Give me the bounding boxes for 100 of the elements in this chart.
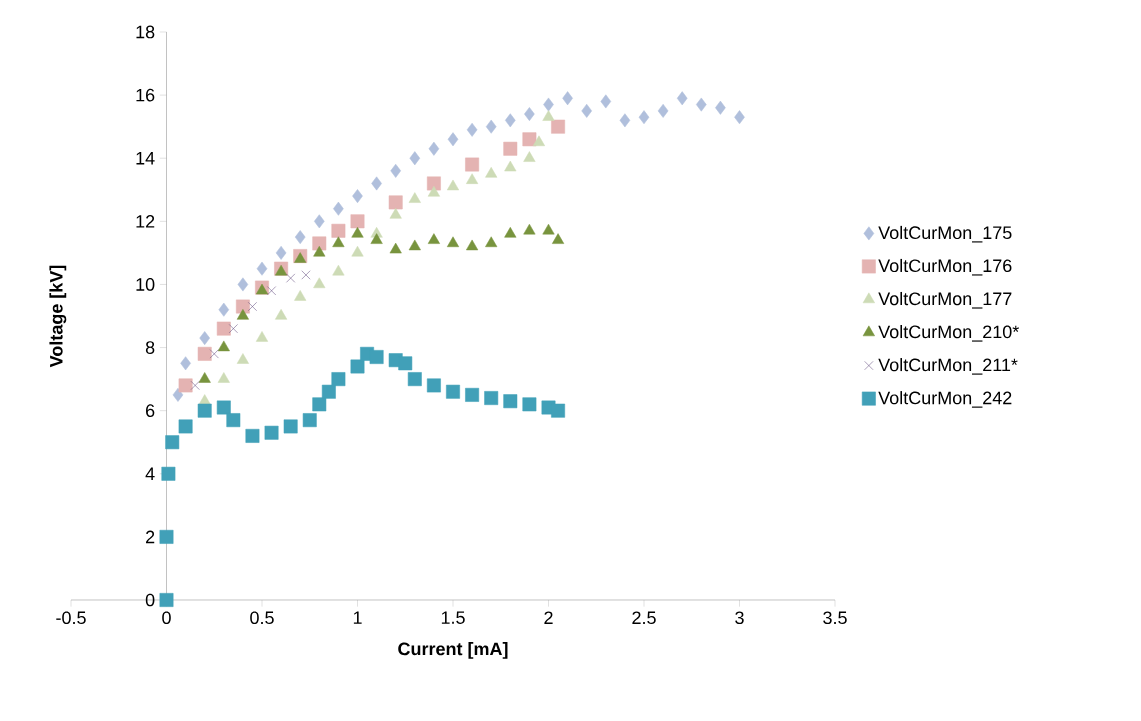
point — [505, 113, 516, 128]
point — [542, 223, 555, 235]
point — [562, 91, 573, 106]
y-tick-label: 0 — [145, 593, 155, 607]
point — [228, 324, 238, 334]
point — [466, 122, 478, 137]
legend-label: VoltCurMon_210* — [878, 324, 1019, 342]
point — [524, 107, 535, 121]
point — [216, 321, 231, 336]
point — [389, 208, 402, 219]
point — [236, 309, 249, 320]
point — [199, 331, 210, 346]
point — [426, 378, 441, 393]
y-tick-label: 4 — [145, 467, 155, 480]
point — [216, 400, 231, 415]
legend-label: VoltCurMon_177 — [878, 291, 1012, 309]
point — [465, 387, 480, 402]
point — [408, 239, 421, 251]
y-tick-label: 6 — [146, 404, 155, 418]
point — [446, 179, 460, 191]
point — [390, 163, 401, 178]
point — [218, 302, 230, 317]
point — [503, 394, 518, 409]
point — [389, 242, 402, 254]
point — [504, 227, 517, 238]
point — [159, 529, 174, 544]
point — [286, 273, 296, 283]
point — [351, 227, 364, 238]
point — [600, 94, 612, 109]
point — [351, 245, 364, 257]
point — [734, 110, 745, 125]
point — [217, 340, 230, 352]
point — [657, 103, 669, 118]
point — [466, 173, 479, 184]
x-tick-label: 1 — [353, 611, 362, 624]
point — [485, 119, 497, 134]
point — [543, 97, 554, 112]
point — [369, 350, 384, 364]
point — [302, 413, 317, 428]
point — [352, 189, 363, 204]
point — [178, 419, 193, 434]
point — [532, 135, 545, 147]
point — [551, 119, 565, 134]
point — [522, 397, 537, 412]
y-tick-label: 18 — [136, 25, 155, 39]
point — [332, 236, 345, 248]
point — [159, 593, 174, 607]
point — [275, 309, 288, 320]
point — [217, 372, 230, 383]
x-tick-label: 0 — [162, 611, 171, 625]
point — [638, 110, 650, 125]
point — [350, 359, 365, 374]
point — [447, 132, 459, 147]
point — [313, 245, 326, 257]
point — [503, 141, 518, 156]
point — [235, 299, 250, 314]
y-tick-label: 8 — [145, 341, 155, 354]
point — [161, 466, 176, 481]
x-tick-label: 3 — [735, 611, 744, 625]
point — [333, 201, 344, 216]
point — [236, 353, 249, 364]
point — [275, 245, 287, 260]
point — [312, 236, 327, 251]
point — [198, 372, 211, 383]
point — [484, 391, 499, 405]
point — [523, 223, 536, 235]
point — [264, 425, 279, 440]
point — [255, 331, 269, 342]
point — [446, 236, 460, 248]
point — [409, 151, 421, 166]
y-tick-label: 10 — [136, 278, 155, 291]
point — [522, 132, 537, 147]
x-tick-label: 0.5 — [250, 611, 274, 625]
y-axis-title: Voltage [kV] — [49, 265, 67, 368]
x-tick-label: 2 — [544, 611, 553, 624]
point — [245, 428, 260, 443]
x-tick-label: 1.5 — [441, 611, 465, 624]
point — [294, 230, 306, 245]
point — [283, 419, 298, 434]
point — [190, 380, 200, 390]
point — [466, 239, 479, 251]
x-tick-label: 3.5 — [823, 611, 847, 625]
point — [301, 270, 311, 280]
point — [197, 346, 212, 361]
point — [426, 176, 441, 191]
point — [209, 349, 219, 359]
point — [715, 100, 726, 115]
point — [465, 157, 480, 172]
point — [331, 372, 346, 387]
point — [350, 214, 365, 229]
point — [427, 233, 440, 244]
point — [247, 302, 257, 312]
y-tick-label: 16 — [136, 88, 155, 102]
point — [523, 151, 536, 162]
x-axis-title: Current [mA] — [398, 642, 508, 659]
point — [388, 195, 403, 210]
point — [446, 384, 460, 399]
point — [267, 286, 277, 296]
point — [180, 356, 191, 371]
point — [408, 192, 421, 203]
